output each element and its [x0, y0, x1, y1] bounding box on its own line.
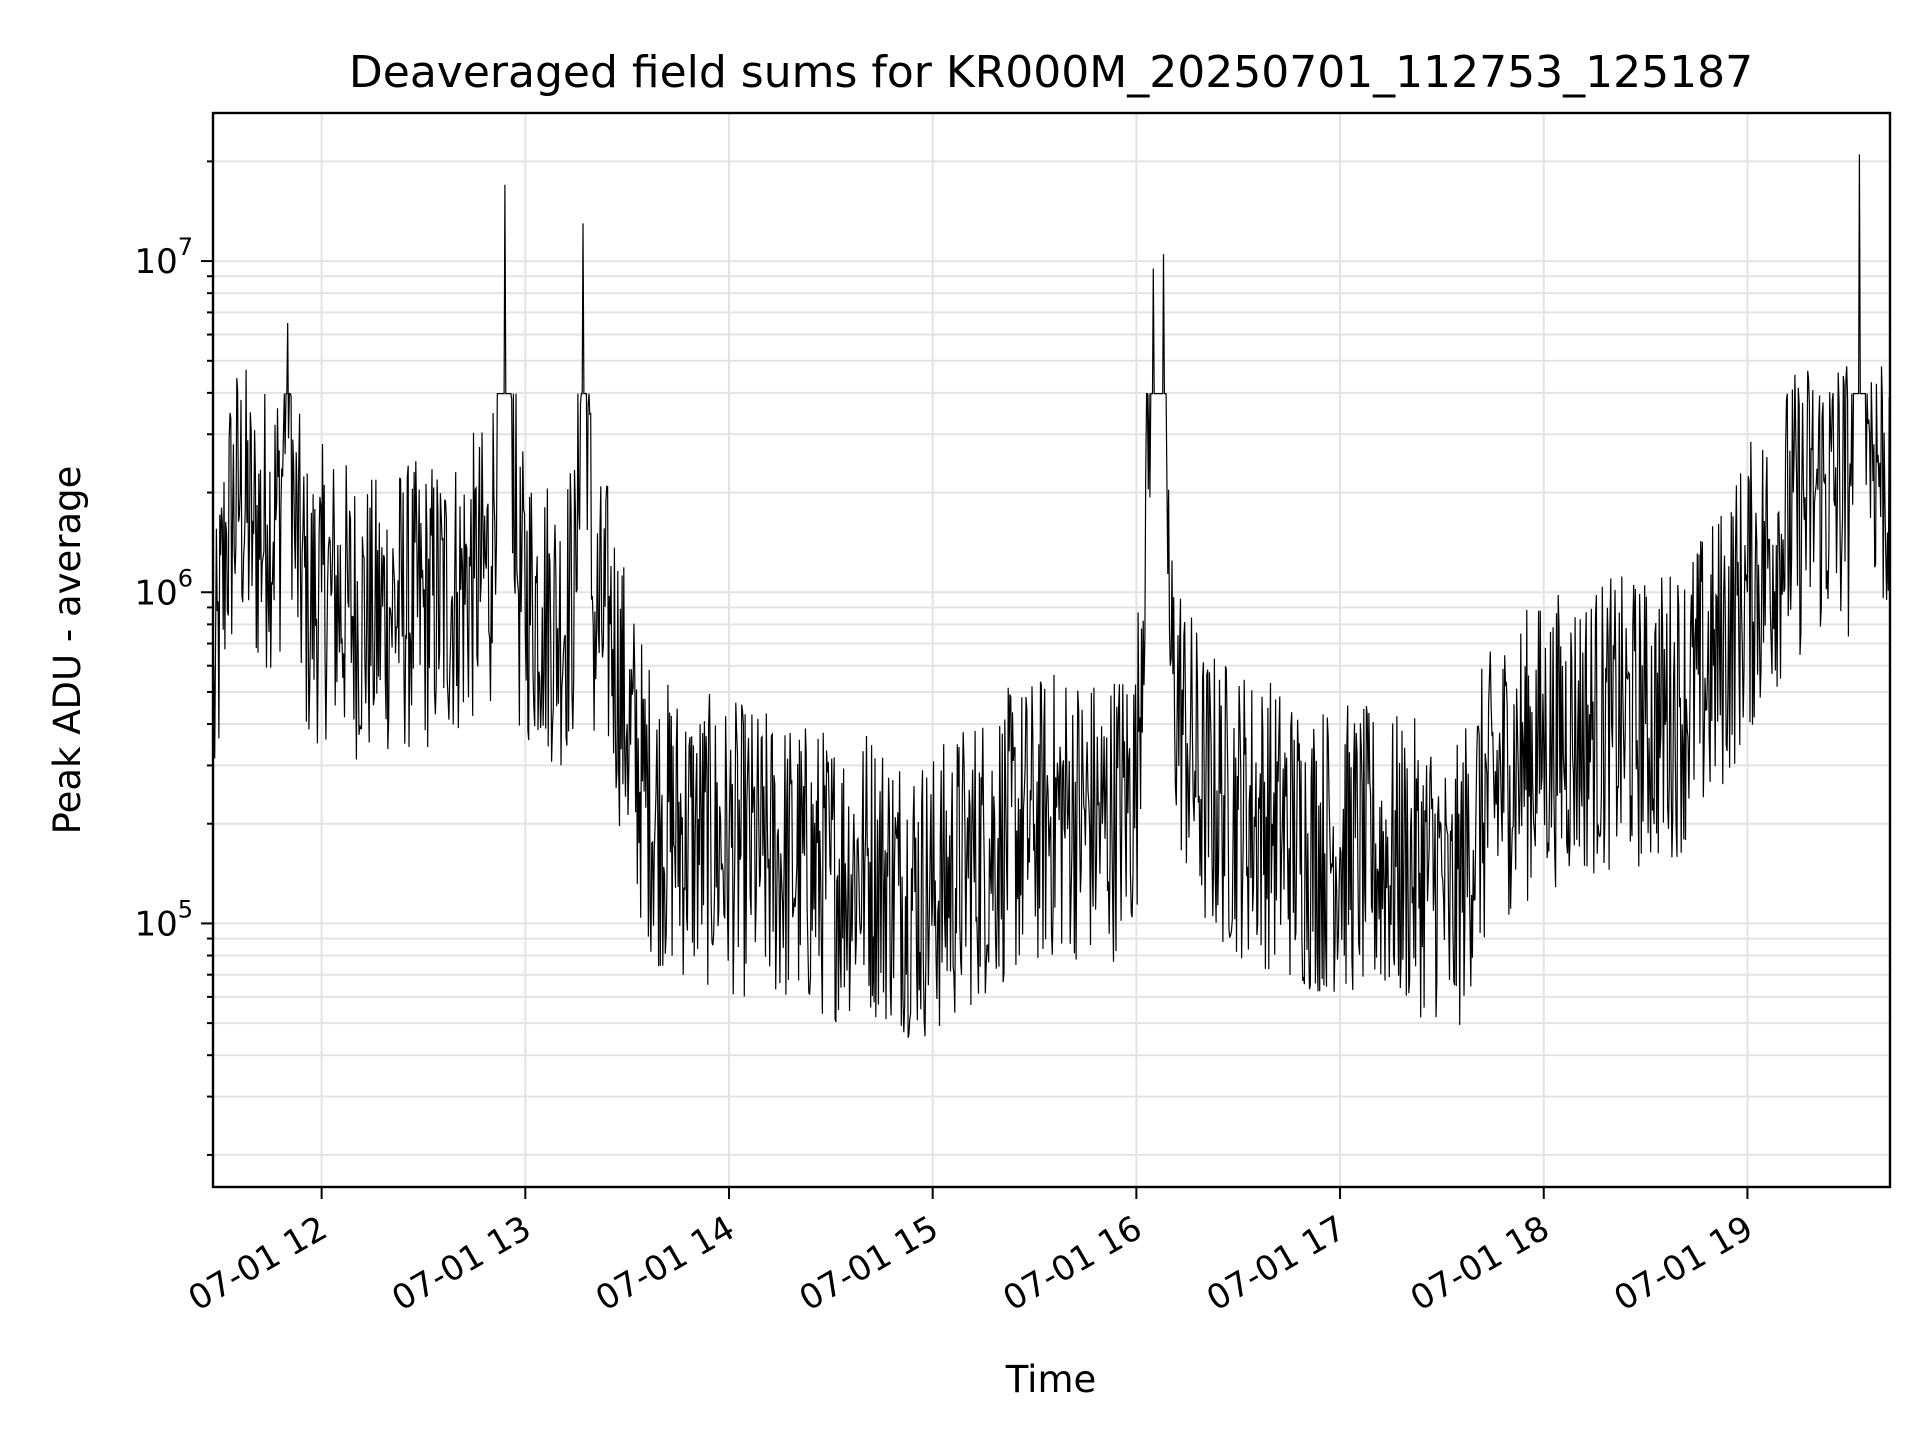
series-line	[212, 154, 1891, 1038]
grid	[213, 113, 1890, 1187]
y-axis-label: Peak ADU - average	[46, 466, 89, 835]
plot-frame	[211, 111, 1892, 1189]
y-tick-label: 107	[134, 233, 193, 282]
chart-title: Deaveraged field sums for KR000M_2025070…	[349, 47, 1753, 98]
x-axis-label: Time	[1005, 1358, 1097, 1401]
series-layer	[212, 154, 1891, 1038]
y-tick-label: 106	[134, 564, 193, 613]
y-tick-label: 105	[134, 895, 193, 944]
